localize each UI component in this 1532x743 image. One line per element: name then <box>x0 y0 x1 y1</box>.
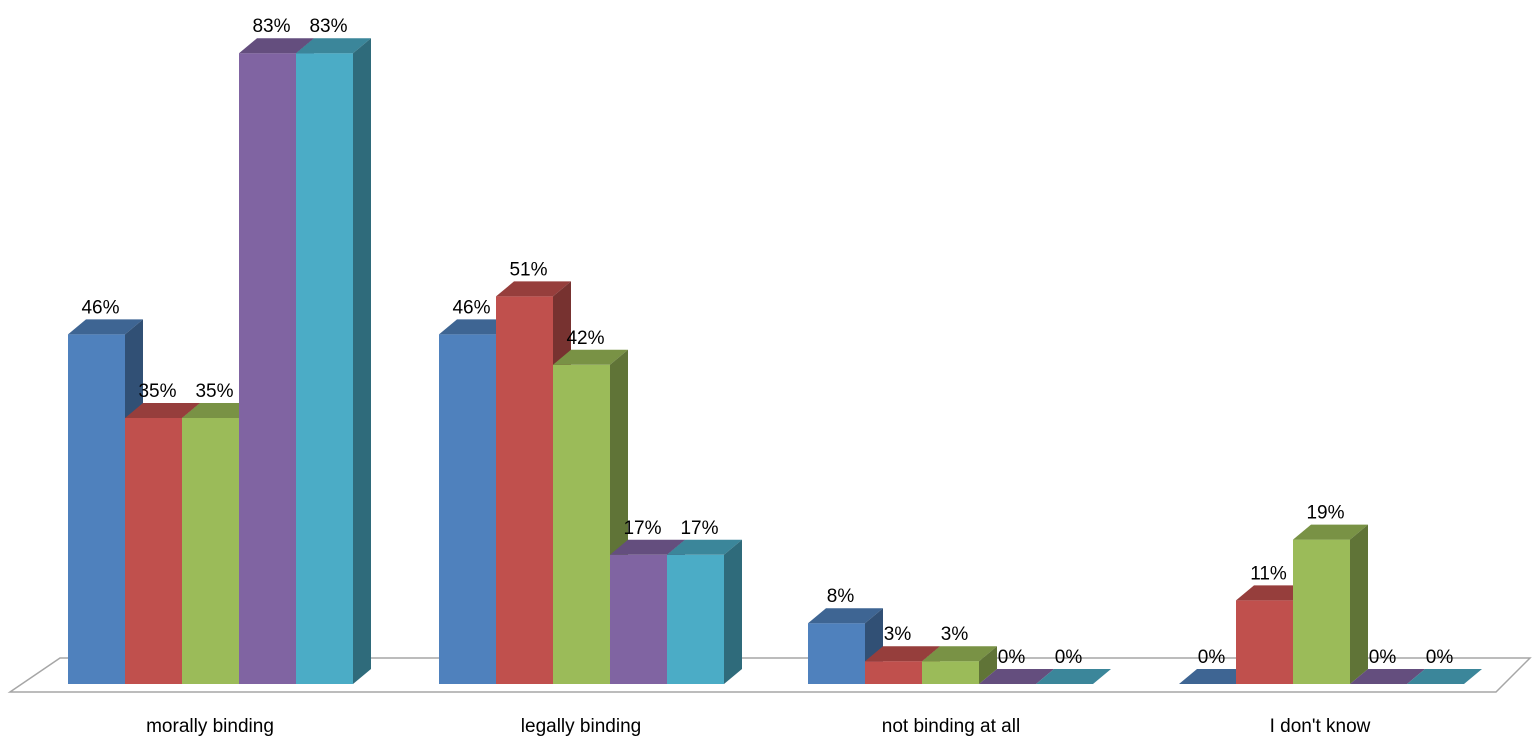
data-label: 3% <box>884 624 912 645</box>
bar-1-0-top <box>68 319 143 335</box>
bar-1-2-top <box>808 608 883 624</box>
bar-4-1-front <box>610 554 667 684</box>
data-label: 19% <box>1306 503 1344 524</box>
data-label: 3% <box>941 624 969 645</box>
data-label: 17% <box>623 518 661 539</box>
bar-3-1-top <box>553 349 628 365</box>
bar-2-0-front <box>125 418 182 684</box>
bar-1-2-front <box>808 623 865 684</box>
bar-3-0-front <box>182 418 239 684</box>
bar-5-2-top <box>1036 669 1111 684</box>
bar-5-0-top <box>296 38 371 54</box>
bar-5-3-top <box>1407 669 1482 684</box>
bar-3-2-top <box>922 646 997 662</box>
bar-4-1-top <box>610 539 685 555</box>
bar-5-1-side <box>724 539 742 684</box>
data-label: 0% <box>1426 647 1454 668</box>
bar-2-3-top <box>1236 585 1311 601</box>
data-label: 8% <box>827 586 855 607</box>
category-label: legally binding <box>521 716 641 737</box>
data-label: 0% <box>998 647 1026 668</box>
bar-3-3-top <box>1293 524 1368 540</box>
data-label: 35% <box>195 381 233 402</box>
bar-2-1-top <box>496 281 571 297</box>
bar-3-2-front <box>922 661 979 684</box>
bar-5-0-front <box>296 53 353 684</box>
bar-2-3-front <box>1236 600 1293 684</box>
bar-2-1-front <box>496 296 553 684</box>
bar-4-0-front <box>239 53 296 684</box>
bar-1-1-top <box>439 319 514 335</box>
bar-2-2-front <box>865 661 922 684</box>
bar-5-1-top <box>667 539 742 555</box>
data-label: 83% <box>252 16 290 37</box>
bar-5-0-side <box>353 38 371 684</box>
bar-2-2-top <box>865 646 940 662</box>
bar-3-0-top <box>182 403 257 418</box>
data-label: 11% <box>1250 563 1287 584</box>
bar-1-1-front <box>439 334 496 684</box>
bar-5-1-front <box>667 554 724 684</box>
bar-4-3-top <box>1350 669 1425 684</box>
bar-1-3-top <box>1179 669 1254 684</box>
data-label: 35% <box>138 381 176 402</box>
bar-2-0-top <box>125 403 200 418</box>
category-label: not binding at all <box>882 716 1020 737</box>
category-label: I don't know <box>1270 716 1371 737</box>
category-label: morally binding <box>146 716 274 737</box>
data-label: 17% <box>680 518 718 539</box>
data-label: 42% <box>566 328 604 349</box>
bar-4-2-top <box>979 669 1054 684</box>
data-label: 83% <box>309 16 347 37</box>
data-label: 0% <box>1055 647 1083 668</box>
floor-plane <box>7 657 1532 693</box>
bar-3-1-front <box>553 364 610 684</box>
bar-3-3-front <box>1293 539 1350 684</box>
bar-4-0-top <box>239 38 314 54</box>
data-label: 46% <box>81 297 119 318</box>
data-label: 46% <box>452 297 490 318</box>
data-label: 0% <box>1369 647 1397 668</box>
data-label: 0% <box>1198 647 1226 668</box>
data-label: 51% <box>509 259 547 280</box>
bar-1-0-front <box>68 334 125 684</box>
bar-3-3-side <box>1350 524 1368 684</box>
bar-3-2-side <box>979 646 997 684</box>
